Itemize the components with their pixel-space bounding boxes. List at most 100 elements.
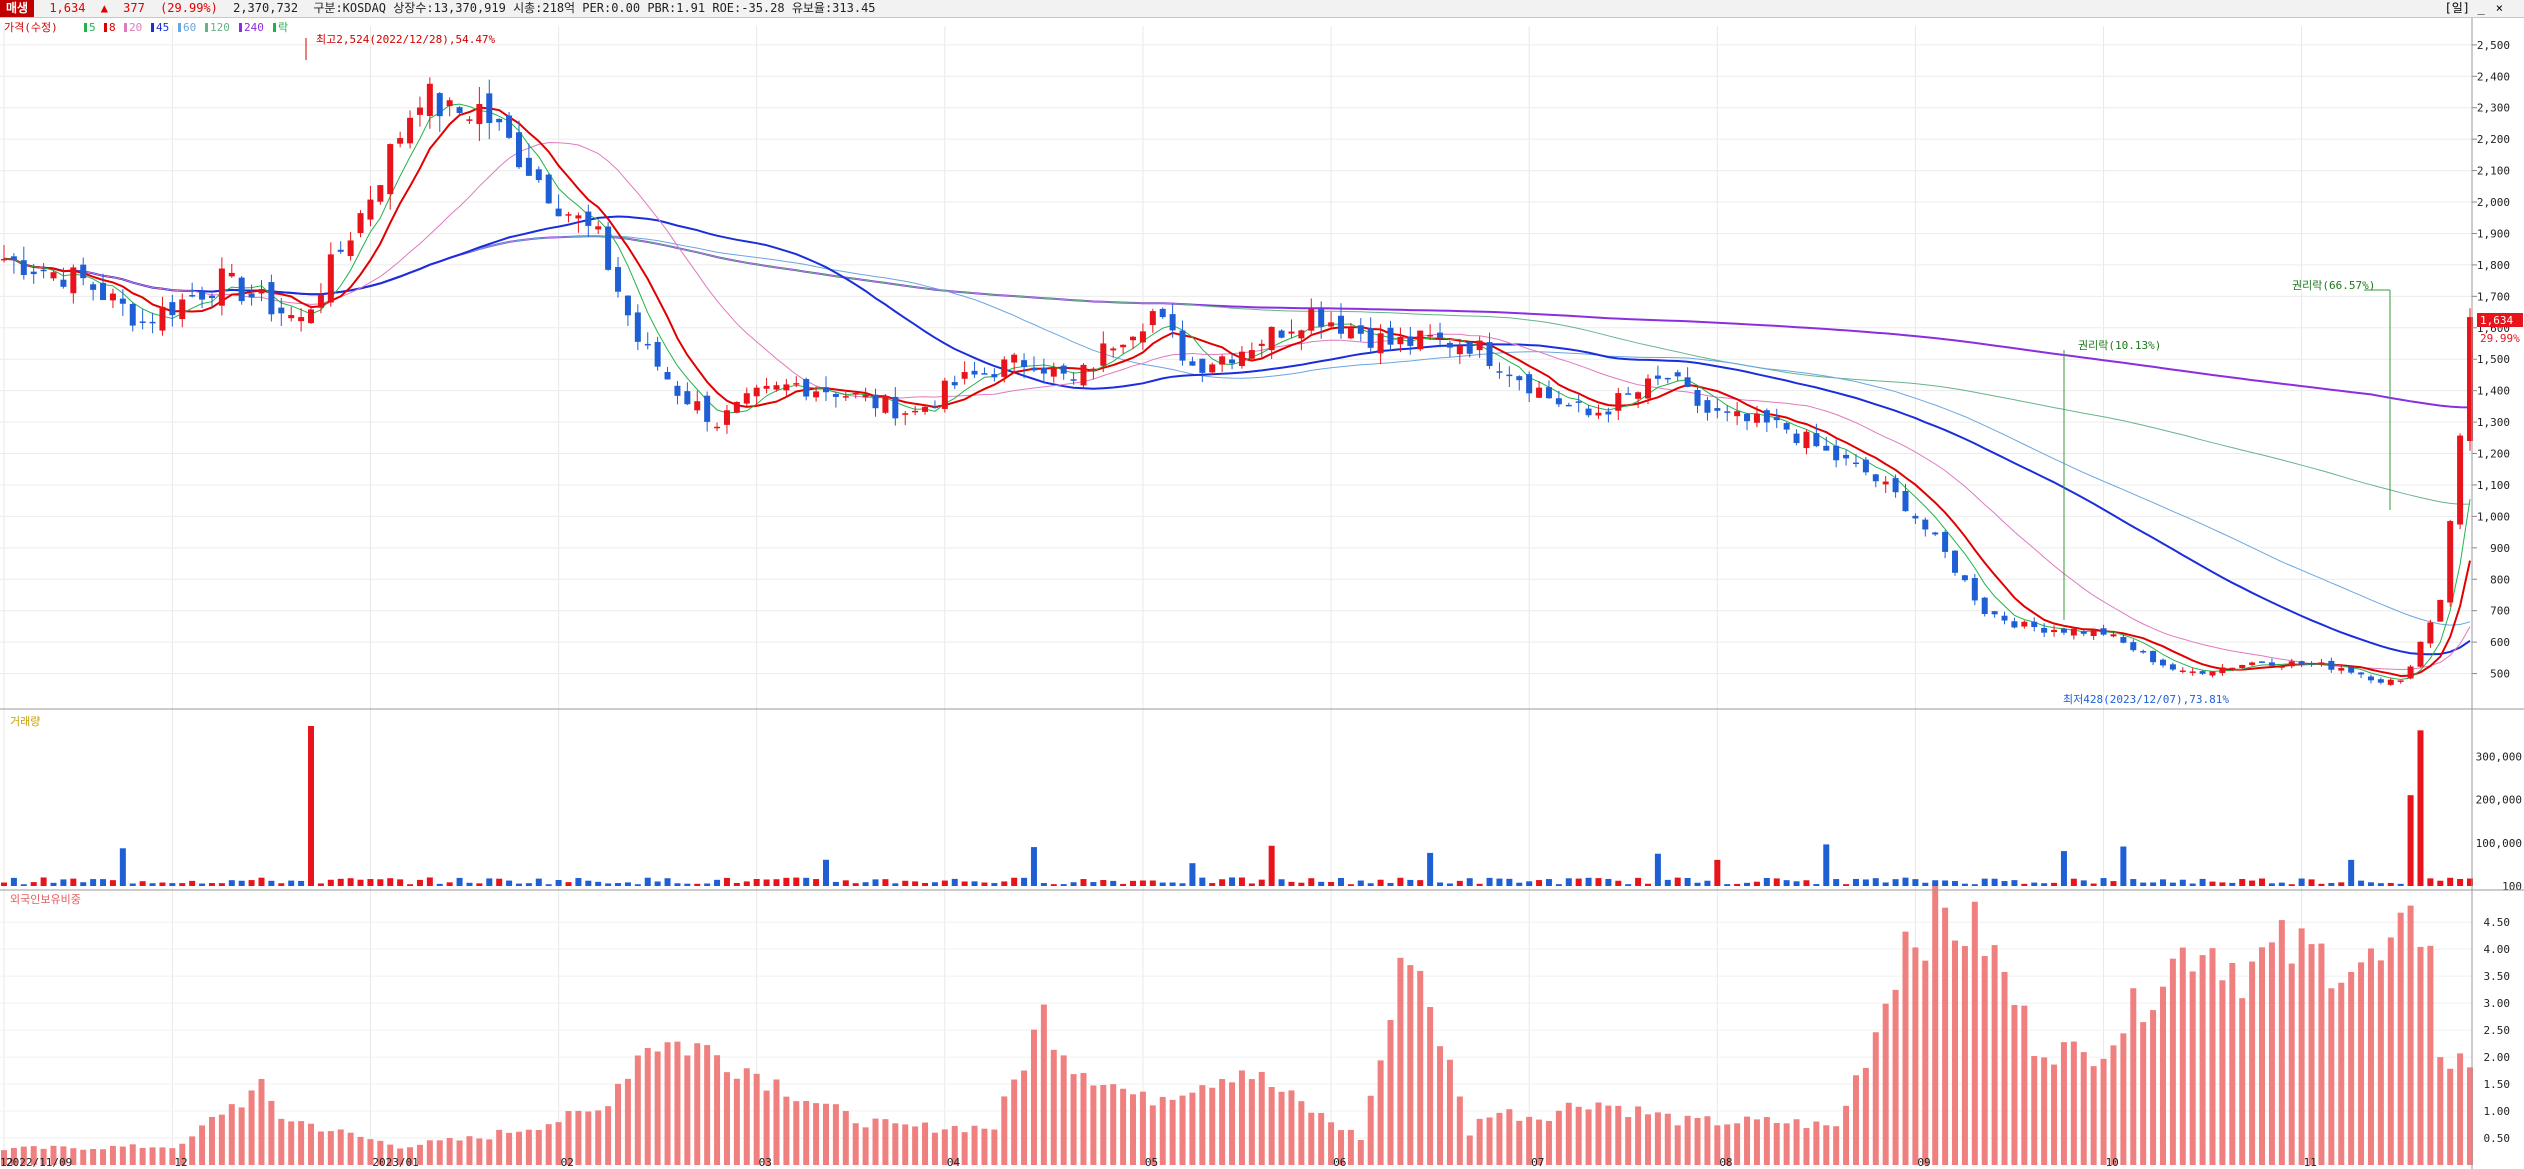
candle-body bbox=[1466, 342, 1473, 354]
volume-bar bbox=[743, 881, 750, 886]
volume-bar bbox=[1803, 880, 1810, 886]
foreign-bar bbox=[40, 1148, 47, 1165]
foreign-bar bbox=[436, 1140, 443, 1165]
candle-body bbox=[605, 226, 612, 270]
candle-body bbox=[2120, 637, 2127, 643]
volume-bar bbox=[595, 881, 602, 886]
candle-body bbox=[2328, 660, 2335, 670]
foreign-bar bbox=[1952, 940, 1959, 1165]
foreign-bar bbox=[1912, 947, 1919, 1165]
volume-bar bbox=[2417, 730, 2424, 886]
candle-body bbox=[149, 321, 156, 324]
volume-bar bbox=[1585, 877, 1592, 886]
foreign-bar bbox=[2090, 1066, 2097, 1165]
foreign-bar bbox=[397, 1148, 404, 1165]
foreign-bar bbox=[1932, 885, 1939, 1165]
foreign-bar bbox=[525, 1129, 532, 1165]
current-price-tag bbox=[2477, 313, 2523, 327]
volume-bar bbox=[159, 882, 166, 886]
foreign-bar bbox=[971, 1125, 978, 1165]
volume-bar bbox=[1664, 879, 1671, 886]
volume-bar bbox=[2219, 882, 2226, 886]
foreign-bar bbox=[476, 1138, 483, 1165]
volume-bar bbox=[20, 884, 27, 886]
foreign-bar bbox=[2229, 962, 2236, 1165]
close-icon[interactable]: × bbox=[2495, 1, 2506, 15]
foreign-bar bbox=[1585, 1109, 1592, 1165]
candle-body bbox=[337, 249, 344, 252]
volume-bar bbox=[258, 877, 265, 886]
period-selector[interactable]: [일] bbox=[2444, 1, 2471, 15]
candle-body bbox=[1932, 532, 1939, 535]
price-tick-label: 900 bbox=[2490, 542, 2510, 555]
candle-body bbox=[2041, 627, 2048, 633]
foreign-bar bbox=[1248, 1079, 1255, 1165]
volume-bar bbox=[931, 882, 938, 886]
rights-event-label-1: 권리락(10.13%) bbox=[2078, 339, 2161, 352]
volume-bar bbox=[991, 883, 998, 886]
foreign-bar bbox=[1120, 1088, 1127, 1165]
candle-body bbox=[2031, 621, 2038, 628]
candle-body bbox=[228, 272, 235, 277]
foreign-bar bbox=[2338, 982, 2345, 1165]
volume-bar bbox=[2120, 846, 2127, 886]
foreign-bar bbox=[298, 1121, 305, 1165]
date-tick-label: 03 bbox=[759, 1156, 772, 1169]
candle-body bbox=[1387, 327, 1394, 345]
volume-bar bbox=[1773, 878, 1780, 886]
minimize-icon[interactable]: _ bbox=[2477, 1, 2488, 15]
foreign-bar bbox=[1852, 1075, 1859, 1165]
candle-body bbox=[238, 277, 245, 302]
volume-bar bbox=[1605, 878, 1612, 886]
candle-body bbox=[387, 144, 394, 195]
foreign-bar bbox=[1595, 1102, 1602, 1165]
candle-body bbox=[1189, 361, 1196, 366]
volume-bar bbox=[1100, 879, 1107, 886]
candle-body bbox=[1050, 367, 1057, 377]
foreign-bar bbox=[634, 1055, 641, 1165]
window-controls[interactable]: _ × bbox=[2478, 0, 2514, 17]
volume-bar bbox=[2377, 883, 2384, 886]
candle-body bbox=[1229, 359, 1236, 364]
candle-body bbox=[565, 214, 572, 216]
rights-event-label-2: 권리락(66.57%) bbox=[2292, 279, 2375, 292]
volume-bar bbox=[2060, 851, 2067, 886]
foreign-bar bbox=[119, 1146, 126, 1165]
volume-bar bbox=[1407, 879, 1414, 886]
foreign-bar bbox=[1347, 1129, 1354, 1165]
candle-body bbox=[624, 295, 631, 316]
foreign-bar bbox=[684, 1055, 691, 1165]
volume-bar bbox=[139, 881, 146, 886]
volume-bar bbox=[1318, 881, 1325, 886]
foreign-bar bbox=[1833, 1126, 1840, 1165]
foreign-bar bbox=[2169, 958, 2176, 1165]
candle-body bbox=[595, 226, 602, 230]
volume-bar bbox=[1001, 881, 1008, 886]
candle-body bbox=[515, 132, 522, 168]
ma-legend-label: 20 bbox=[129, 21, 142, 34]
candle-body bbox=[2447, 521, 2454, 603]
foreign-bar bbox=[416, 1144, 423, 1165]
volume-bar bbox=[2229, 882, 2236, 886]
candle-body bbox=[1605, 411, 1612, 415]
foreign-bar bbox=[585, 1111, 592, 1165]
candle-body bbox=[1645, 378, 1651, 399]
candle-body bbox=[2308, 662, 2315, 665]
foreign-bar bbox=[248, 1090, 255, 1165]
foreign-bar bbox=[1991, 945, 1998, 1165]
stock-tag: 매생 bbox=[0, 0, 35, 17]
stock-chart[interactable]: 2,500 2,400 2,300 2,200 2,100 2,000 1,900 1,800… bbox=[0, 18, 2524, 1169]
foreign-bar bbox=[1555, 1110, 1562, 1165]
current-price: 1,634 bbox=[49, 1, 86, 15]
candle-body bbox=[407, 117, 414, 144]
volume-bar bbox=[1862, 879, 1869, 886]
candle-body bbox=[773, 385, 780, 390]
candle-body bbox=[2060, 628, 2067, 633]
candle-body bbox=[1684, 377, 1691, 387]
candle-body bbox=[1090, 368, 1097, 371]
volume-tick-label: 300,000 bbox=[2476, 750, 2522, 763]
foreign-bar bbox=[446, 1138, 453, 1165]
volume-bar bbox=[2457, 878, 2464, 886]
foreign-bar bbox=[80, 1149, 87, 1165]
foreign-bar bbox=[2120, 1033, 2127, 1165]
